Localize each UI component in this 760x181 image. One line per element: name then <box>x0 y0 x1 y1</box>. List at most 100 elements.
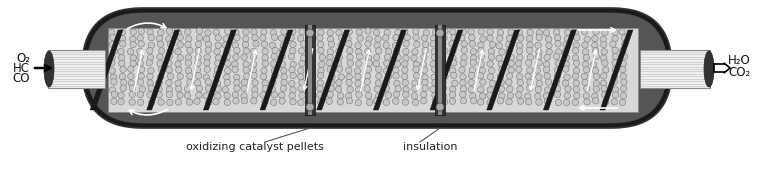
Circle shape <box>439 54 445 60</box>
Circle shape <box>620 92 626 99</box>
Circle shape <box>280 68 287 74</box>
Circle shape <box>506 47 513 54</box>
Circle shape <box>468 28 474 35</box>
Circle shape <box>251 72 257 79</box>
Circle shape <box>499 86 505 92</box>
Circle shape <box>109 54 116 61</box>
Circle shape <box>279 61 286 68</box>
Circle shape <box>204 66 211 73</box>
Circle shape <box>261 67 268 74</box>
Circle shape <box>271 92 277 98</box>
Circle shape <box>204 60 210 66</box>
Circle shape <box>422 47 429 54</box>
Circle shape <box>413 73 420 79</box>
Circle shape <box>430 41 436 47</box>
Circle shape <box>384 60 390 66</box>
Circle shape <box>177 34 183 41</box>
Circle shape <box>366 36 372 42</box>
Circle shape <box>195 66 201 73</box>
Polygon shape <box>204 30 236 110</box>
Circle shape <box>470 98 477 104</box>
Circle shape <box>508 60 515 67</box>
Circle shape <box>187 47 193 54</box>
Circle shape <box>148 85 154 91</box>
Circle shape <box>593 98 599 104</box>
Bar <box>305 25 315 115</box>
Circle shape <box>543 61 549 68</box>
Circle shape <box>497 73 504 80</box>
Circle shape <box>290 98 296 105</box>
Circle shape <box>468 72 475 79</box>
Circle shape <box>593 86 600 92</box>
Circle shape <box>243 61 249 68</box>
Circle shape <box>318 68 325 74</box>
Circle shape <box>224 28 231 34</box>
Circle shape <box>619 66 626 73</box>
Circle shape <box>431 74 437 80</box>
Circle shape <box>307 42 313 48</box>
Circle shape <box>346 41 352 47</box>
Circle shape <box>318 41 324 48</box>
Circle shape <box>232 42 239 48</box>
Circle shape <box>508 54 515 61</box>
Circle shape <box>498 61 505 67</box>
Circle shape <box>562 80 568 86</box>
Polygon shape <box>600 30 633 110</box>
Circle shape <box>622 41 628 47</box>
Circle shape <box>121 79 127 86</box>
Circle shape <box>581 42 588 48</box>
Circle shape <box>308 54 314 60</box>
Circle shape <box>470 60 477 66</box>
Circle shape <box>393 73 399 79</box>
Circle shape <box>347 54 353 61</box>
Circle shape <box>129 99 135 105</box>
Circle shape <box>148 42 154 49</box>
Circle shape <box>536 34 543 41</box>
Circle shape <box>564 35 571 42</box>
Circle shape <box>593 29 600 35</box>
Circle shape <box>109 29 115 36</box>
Circle shape <box>242 29 249 35</box>
Circle shape <box>166 54 173 60</box>
Circle shape <box>459 35 465 41</box>
Text: H₂O: H₂O <box>728 54 751 68</box>
Circle shape <box>328 41 335 48</box>
Circle shape <box>517 74 523 80</box>
Circle shape <box>430 86 436 92</box>
Circle shape <box>442 28 448 34</box>
Circle shape <box>383 79 390 85</box>
Circle shape <box>610 41 616 47</box>
Circle shape <box>224 99 230 106</box>
Circle shape <box>251 61 257 68</box>
Text: HC: HC <box>13 62 30 75</box>
Circle shape <box>318 47 324 54</box>
Circle shape <box>436 103 444 111</box>
Circle shape <box>563 100 570 106</box>
Circle shape <box>373 98 379 104</box>
Circle shape <box>383 99 390 106</box>
Circle shape <box>395 54 401 60</box>
Bar <box>108 28 638 112</box>
Circle shape <box>175 80 182 86</box>
Circle shape <box>460 91 466 98</box>
Circle shape <box>600 73 607 79</box>
Circle shape <box>109 87 116 93</box>
Circle shape <box>250 67 257 73</box>
Circle shape <box>563 55 570 61</box>
Circle shape <box>298 85 304 92</box>
Circle shape <box>195 54 201 61</box>
Circle shape <box>602 29 608 36</box>
Circle shape <box>241 54 247 60</box>
Circle shape <box>592 35 598 42</box>
Circle shape <box>506 35 512 41</box>
Circle shape <box>544 54 550 61</box>
Circle shape <box>543 67 549 73</box>
Circle shape <box>543 30 549 36</box>
Circle shape <box>581 73 587 80</box>
Circle shape <box>468 87 475 93</box>
Circle shape <box>431 49 438 55</box>
Circle shape <box>572 55 579 61</box>
Circle shape <box>272 72 278 79</box>
Circle shape <box>619 48 626 54</box>
Circle shape <box>563 41 569 48</box>
